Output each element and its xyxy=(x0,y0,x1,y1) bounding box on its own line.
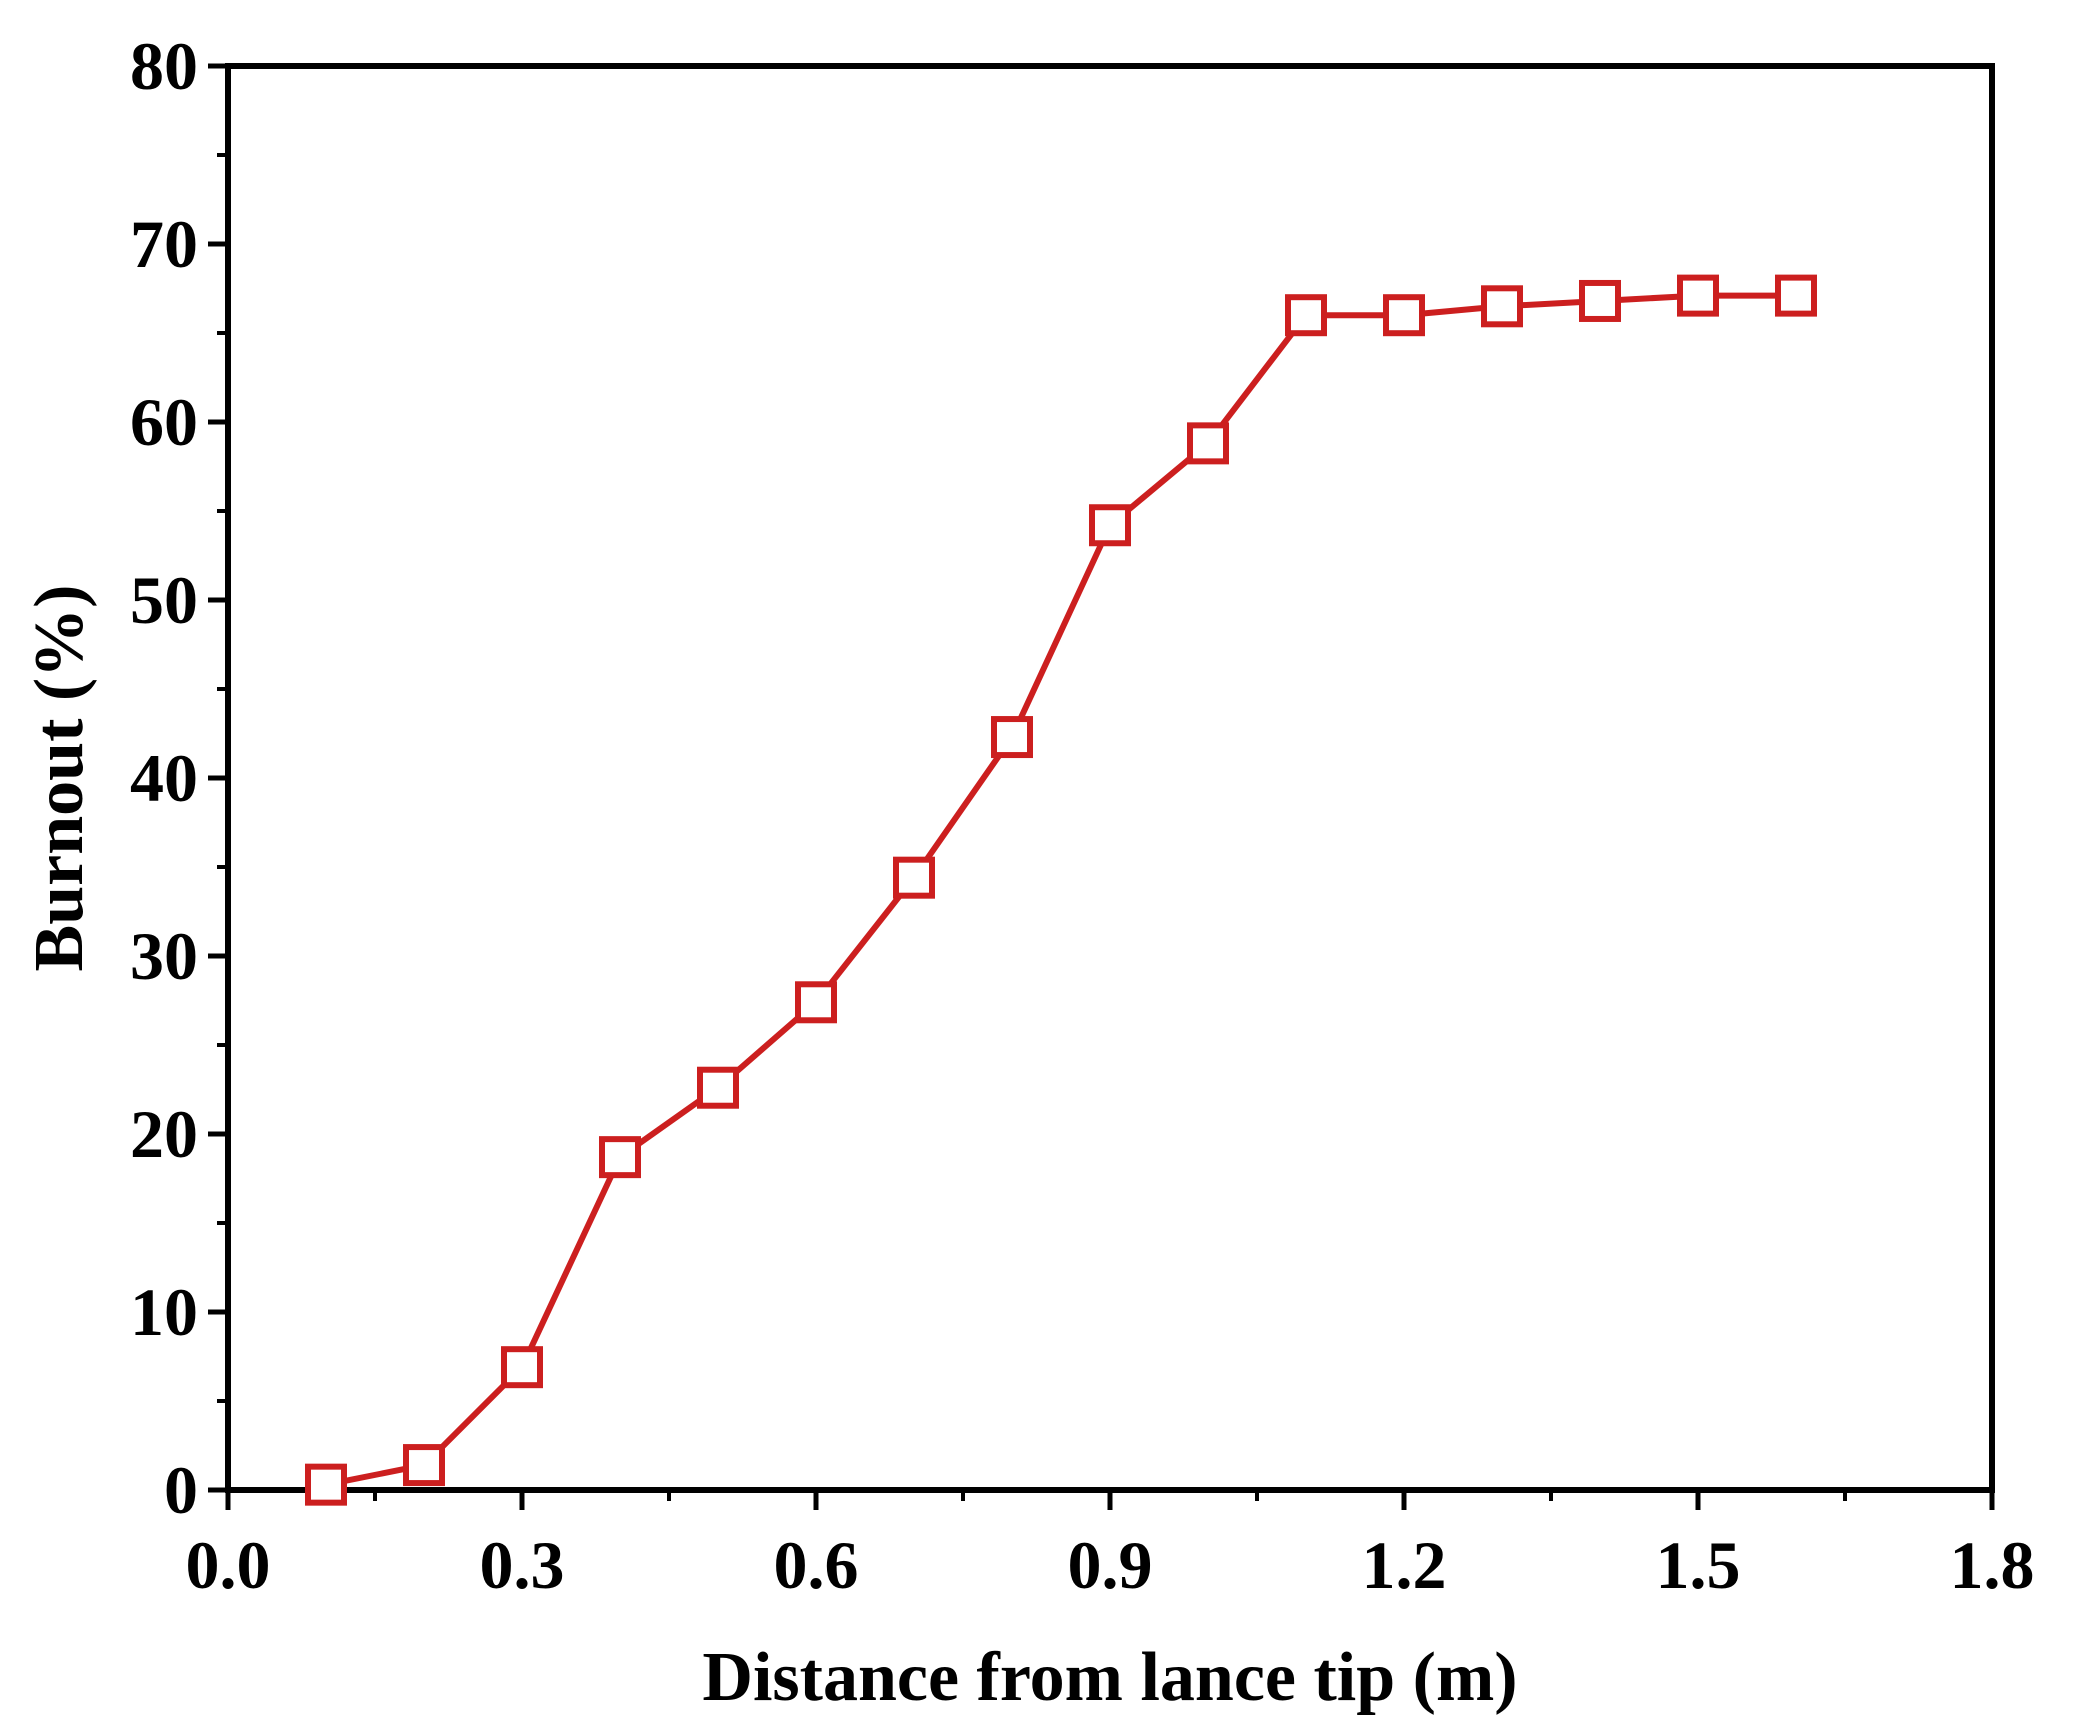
y-tick-label: 20 xyxy=(130,1096,198,1172)
y-tick-label: 10 xyxy=(130,1274,198,1350)
data-point-marker xyxy=(795,981,837,1024)
y-tick-label: 70 xyxy=(130,206,198,282)
axes-group xyxy=(225,63,1995,1493)
data-point-marker xyxy=(1187,422,1229,465)
data-point-marker xyxy=(1579,279,1621,322)
plot-frame xyxy=(225,63,1995,1493)
x-tick-label: 0.6 xyxy=(774,1527,859,1603)
x-tick-label: 1.5 xyxy=(1656,1527,1741,1603)
data-point-marker xyxy=(893,856,935,899)
data-point-marker xyxy=(1677,274,1719,317)
data-point-marker xyxy=(1775,274,1817,317)
y-tick-label: 50 xyxy=(130,562,198,638)
data-point-marker xyxy=(305,1463,347,1506)
data-point-marker xyxy=(1089,504,1131,547)
x-axis-title: Distance from lance tip (m) xyxy=(702,1639,1517,1716)
data-point-marker xyxy=(1383,294,1425,337)
x-tick-label: 0.9 xyxy=(1068,1527,1153,1603)
ticks-group: 0.0 0.3 0.6 0.9 1.2 1.5 1.8 0 10 20 30 40 50 60 70 80 xyxy=(130,28,2035,1603)
data-point-marker xyxy=(697,1066,739,1109)
y-tick-label: 40 xyxy=(130,740,198,816)
y-tick-label: 60 xyxy=(130,384,198,460)
data-point-marker xyxy=(403,1444,445,1487)
series-group xyxy=(305,274,1817,1506)
data-point-marker xyxy=(991,716,1033,759)
data-point-marker xyxy=(1285,294,1327,337)
series-line-0 xyxy=(325,292,1796,1488)
x-tick-label: 1.2 xyxy=(1362,1527,1447,1603)
x-tick-label: 0.0 xyxy=(186,1527,271,1603)
y-tick-label: 0 xyxy=(164,1452,198,1528)
x-tick-label: 1.8 xyxy=(1950,1527,2035,1603)
y-axis-title: Burnout (%) xyxy=(21,585,98,972)
data-point-marker xyxy=(1481,285,1523,328)
data-point-marker xyxy=(501,1346,543,1389)
x-tick-label: 0.3 xyxy=(480,1527,565,1603)
y-tick-label: 80 xyxy=(130,28,198,104)
y-tick-label: 30 xyxy=(130,918,198,994)
data-point-marker xyxy=(599,1136,641,1179)
